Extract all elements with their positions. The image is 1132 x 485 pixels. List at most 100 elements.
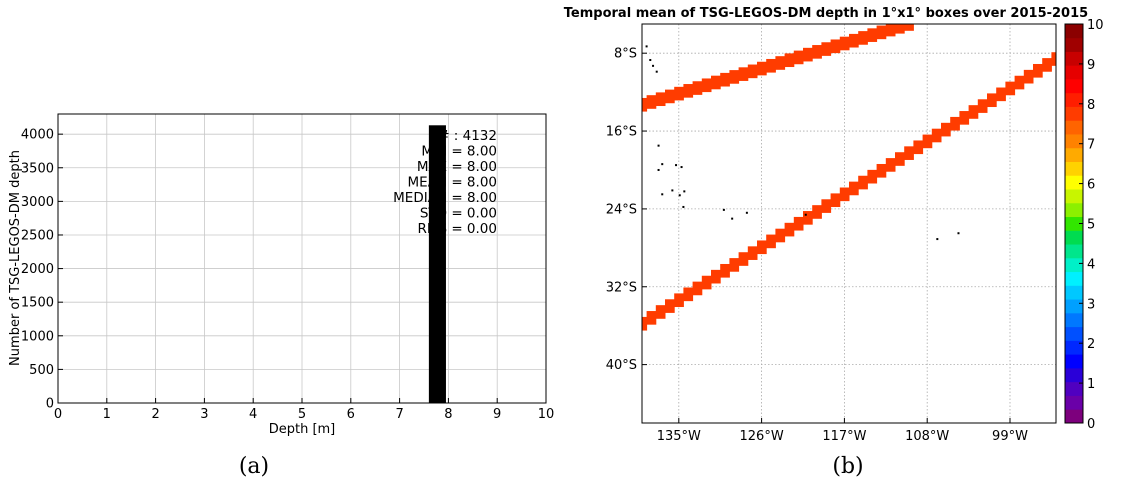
stats-line: # : 4132 bbox=[438, 128, 497, 144]
lat-tick-label: 16°S bbox=[606, 125, 637, 140]
lat-tick-label: 32°S bbox=[606, 280, 637, 295]
track-box bbox=[922, 134, 933, 149]
histogram-grid bbox=[58, 114, 546, 403]
lon-tick-label: 135°W bbox=[657, 429, 701, 444]
track-box bbox=[729, 258, 740, 272]
colorbar-segment bbox=[1065, 37, 1083, 52]
colorbar: 0 1 2 3 4 5 6 7 8 9 10 bbox=[1064, 18, 1104, 432]
track-box bbox=[729, 70, 740, 84]
colorbar-segment bbox=[1065, 202, 1083, 218]
y-tick-label: 3500 bbox=[21, 161, 54, 176]
track-box bbox=[895, 24, 905, 34]
track-box bbox=[701, 275, 712, 290]
colorbar-segment bbox=[1065, 175, 1083, 190]
track-box bbox=[913, 140, 924, 155]
track-box bbox=[849, 33, 859, 48]
track-box bbox=[1005, 81, 1016, 96]
track-box bbox=[858, 31, 868, 45]
ship-track bbox=[642, 24, 914, 112]
stats-line: STD = 0.00 bbox=[420, 206, 497, 222]
island-speck bbox=[936, 238, 939, 241]
track-box bbox=[738, 252, 749, 266]
island-speck bbox=[804, 213, 807, 216]
track-box bbox=[839, 36, 850, 51]
colorbar-segment bbox=[1065, 326, 1083, 341]
colorbar-segment bbox=[1065, 51, 1083, 66]
colorbar-tick-label: 7 bbox=[1087, 138, 1095, 153]
colorbar-segment bbox=[1065, 285, 1083, 300]
track-box bbox=[931, 128, 942, 143]
island-speck bbox=[680, 166, 683, 169]
track-box bbox=[646, 311, 657, 325]
x-tick-label: 3 bbox=[200, 407, 208, 422]
track-box bbox=[867, 28, 878, 42]
ship-track bbox=[642, 52, 1056, 331]
track-box bbox=[959, 111, 970, 125]
island-speck bbox=[657, 144, 660, 147]
track-box bbox=[757, 61, 767, 76]
track-box bbox=[830, 193, 841, 208]
island-speck bbox=[957, 232, 960, 235]
island-speck bbox=[683, 190, 686, 193]
lat-tick-label: 40°S bbox=[606, 358, 637, 373]
track-box bbox=[701, 78, 712, 93]
x-tick-label: 0 bbox=[54, 407, 62, 422]
histogram-bar bbox=[428, 125, 446, 403]
track-box bbox=[904, 24, 914, 31]
x-tick-label: 4 bbox=[249, 407, 257, 422]
y-tick-label: 0 bbox=[46, 397, 54, 412]
map-tracks bbox=[642, 24, 1056, 331]
track-box bbox=[692, 81, 703, 95]
track-box bbox=[646, 95, 657, 109]
y-tick-label: 2500 bbox=[21, 228, 54, 243]
track-box bbox=[711, 75, 721, 90]
track-box bbox=[812, 205, 822, 219]
colorbar-segment bbox=[1065, 216, 1083, 231]
track-box bbox=[885, 158, 896, 172]
x-tick-label: 2 bbox=[151, 407, 159, 422]
colorbar-segment bbox=[1065, 24, 1083, 39]
track-box bbox=[830, 39, 841, 54]
island-speck bbox=[649, 59, 652, 62]
track-box bbox=[849, 181, 859, 196]
island-speck bbox=[678, 194, 681, 197]
y-tick-label: 4000 bbox=[21, 128, 54, 143]
histogram-bars bbox=[428, 125, 446, 403]
track-box bbox=[1023, 69, 1034, 84]
colorbar-tick-label: 9 bbox=[1087, 58, 1095, 73]
track-box bbox=[747, 246, 758, 260]
colorbar-segment bbox=[1065, 271, 1083, 286]
colorbar-segment bbox=[1065, 299, 1083, 314]
island-speck bbox=[661, 163, 664, 166]
y-tick-label: 1000 bbox=[21, 329, 54, 344]
track-box bbox=[683, 287, 694, 302]
track-box bbox=[968, 105, 979, 119]
track-box bbox=[1014, 75, 1025, 90]
island-speck bbox=[655, 70, 658, 73]
track-box bbox=[665, 299, 675, 313]
track-box bbox=[885, 24, 896, 37]
map-graticule bbox=[642, 24, 1056, 423]
island-speck bbox=[652, 64, 655, 67]
colorbar-segment bbox=[1065, 244, 1083, 259]
track-box bbox=[655, 305, 666, 319]
track-box bbox=[747, 64, 758, 79]
colorbar-segment bbox=[1065, 381, 1083, 396]
track-box bbox=[987, 93, 997, 108]
lat-tick-label: 8°S bbox=[614, 47, 637, 62]
histogram-y-label: Number of TSG-LEGOS-DM depth bbox=[8, 150, 23, 366]
colorbar-segment bbox=[1065, 65, 1083, 80]
island-speck bbox=[645, 45, 648, 48]
track-box bbox=[674, 86, 684, 101]
y-tick-label: 3000 bbox=[21, 195, 54, 210]
lon-tick-label: 99°W bbox=[992, 429, 1028, 444]
track-box bbox=[904, 146, 914, 160]
map-ticks: 135°W 126°W 117°W 108°W 99°W 8°S 16°S 24°S 32°S 4… bbox=[606, 47, 1028, 444]
colorbar-segment bbox=[1065, 120, 1083, 135]
track-box bbox=[674, 293, 684, 308]
track-box bbox=[775, 56, 786, 70]
colorbar-tick-label: 5 bbox=[1087, 218, 1095, 233]
island-speck bbox=[671, 189, 674, 192]
